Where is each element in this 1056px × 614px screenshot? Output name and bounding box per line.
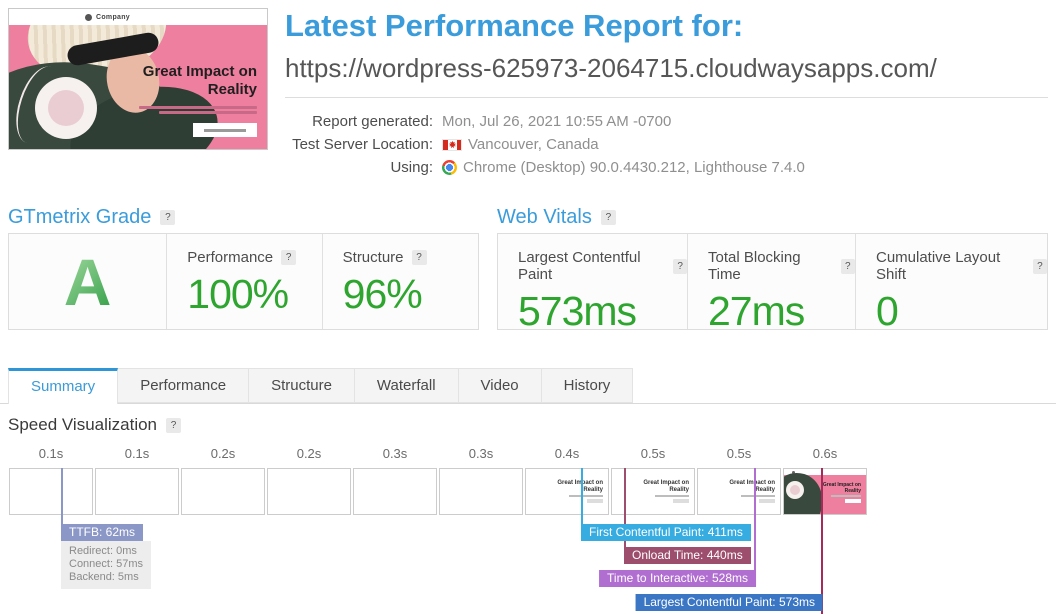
tick-label: 0.3s (468, 446, 494, 461)
tick-label: 0.1s (38, 446, 64, 461)
filmstrip-frame (439, 468, 523, 515)
page-title: Latest Performance Report for: (285, 8, 744, 43)
using-value: Chrome (Desktop) 90.0.4430.212, Lighthou… (442, 159, 805, 176)
tick-label: 0.2s (210, 446, 236, 461)
help-icon[interactable]: ? (281, 250, 297, 265)
grade-card: A Performance ? 100% Structure ? 96% (8, 233, 479, 330)
tab-structure[interactable]: Structure (249, 368, 355, 403)
hero-text-block: Great Impact on Reality (139, 63, 257, 137)
tab-summary[interactable]: Summary (8, 368, 119, 404)
tick-label: 0.3s (382, 446, 408, 461)
help-icon[interactable]: ? (411, 250, 427, 265)
help-icon[interactable]: ? (673, 258, 687, 274)
structure-value: 96% (342, 271, 423, 317)
tab-video[interactable]: Video (458, 368, 542, 403)
lcp-label: Largest Contentful Paint: 573ms (635, 594, 823, 611)
gtmetrix-grade-heading: GTmetrix Grade ? (8, 206, 176, 229)
filmstrip-frame (9, 468, 93, 515)
headphone-cup-shape (35, 77, 97, 139)
help-icon[interactable]: ? (600, 210, 616, 225)
ttfb-line (61, 468, 63, 524)
tick-label: 0.2s (296, 446, 322, 461)
report-generated-label: Report generated: (312, 113, 433, 130)
fcp-line (581, 468, 583, 524)
tbt-metric: Total Blocking Time ? 27ms (688, 234, 856, 334)
header-divider (285, 97, 1048, 98)
using-label: Using: (390, 159, 433, 176)
help-icon[interactable]: ? (166, 417, 182, 433)
ttfb-label: TTFB: 62ms (61, 524, 144, 541)
web-vitals-card: Largest Contentful Paint ? 573ms Total B… (497, 233, 1048, 334)
site-logo-text: Company (96, 13, 130, 21)
lcp-line (821, 468, 823, 614)
web-vitals-heading: Web Vitals ? (497, 206, 616, 229)
performance-value: 100% (187, 271, 289, 317)
report-tabs: Summary Performance Structure Waterfall … (0, 368, 1056, 404)
server-location-value: Vancouver, Canada (442, 136, 805, 153)
performance-metric: Performance ? 100% (167, 234, 323, 329)
hero-headline-line2: Reality (207, 81, 257, 98)
speed-visualization-heading: Speed Visualization ? (8, 415, 182, 435)
speed-visualization-timeline: 0.1s 0.1s 0.2s 0.2s 0.3s 0.3s 0.4s 0.5s … (0, 440, 1056, 614)
tick-label: 0.1s (124, 446, 150, 461)
report-info: Report generated: Mon, Jul 26, 2021 10:5… (285, 113, 805, 176)
filmstrip-frame: Great Impact on Reality (525, 468, 609, 515)
chrome-icon (442, 160, 457, 175)
onload-label: Onload Time: 440ms (624, 547, 751, 564)
tti-label: Time to Interactive: 528ms (599, 570, 756, 587)
tick-label: 0.6s (812, 446, 838, 461)
canada-flag-icon (442, 138, 462, 151)
filmstrip-frame: Great Impact on Reality (697, 468, 781, 515)
help-icon[interactable]: ? (840, 258, 855, 274)
filmstrip-frame (267, 468, 351, 515)
help-icon[interactable]: ? (1032, 258, 1047, 274)
hero-headline-line1: Great Impact on (142, 63, 257, 80)
ttfb-details: Redirect: 0ms Connect: 57ms Backend: 5ms (61, 541, 151, 589)
report-url[interactable]: https://wordpress-625973-2064715.cloudwa… (285, 53, 937, 83)
fcp-label: First Contentful Paint: 411ms (581, 524, 751, 541)
tick-label: 0.5s (726, 446, 752, 461)
filmstrip-frame (353, 468, 437, 515)
onload-line (624, 468, 626, 547)
tab-history[interactable]: History (541, 368, 634, 403)
tick-label: 0.4s (554, 446, 580, 461)
site-logo-icon (85, 13, 92, 21)
hero-caption (139, 106, 257, 114)
tbt-value: 27ms (708, 288, 805, 334)
site-header-bar: Company (9, 9, 267, 25)
tab-waterfall[interactable]: Waterfall (354, 368, 459, 403)
lcp-metric: Largest Contentful Paint ? 573ms (498, 234, 688, 334)
hero-button (193, 123, 257, 137)
tick-label: 0.5s (640, 446, 666, 461)
cls-metric: Cumulative Layout Shift ? 0 (856, 234, 1047, 334)
site-screenshot-thumbnail: Company Great Impact on Reality (8, 8, 268, 150)
tti-line (754, 468, 756, 570)
lcp-value: 573ms (518, 288, 637, 334)
server-location-label: Test Server Location: (292, 136, 433, 153)
report-generated-value: Mon, Jul 26, 2021 10:55 AM -0700 (442, 113, 672, 130)
site-hero-image: Great Impact on Reality (9, 25, 267, 149)
help-icon[interactable]: ? (160, 210, 176, 225)
tab-performance[interactable]: Performance (118, 368, 250, 403)
grade-letter-cell: A (9, 234, 168, 329)
filmstrip-frame (181, 468, 265, 515)
filmstrip-frame (95, 468, 179, 515)
grade-letter: A (63, 244, 112, 319)
filmstrip-frame-final: Great Impact on Reality (783, 468, 867, 515)
cls-value: 0 (876, 288, 899, 334)
structure-metric: Structure ? 96% (323, 234, 478, 329)
